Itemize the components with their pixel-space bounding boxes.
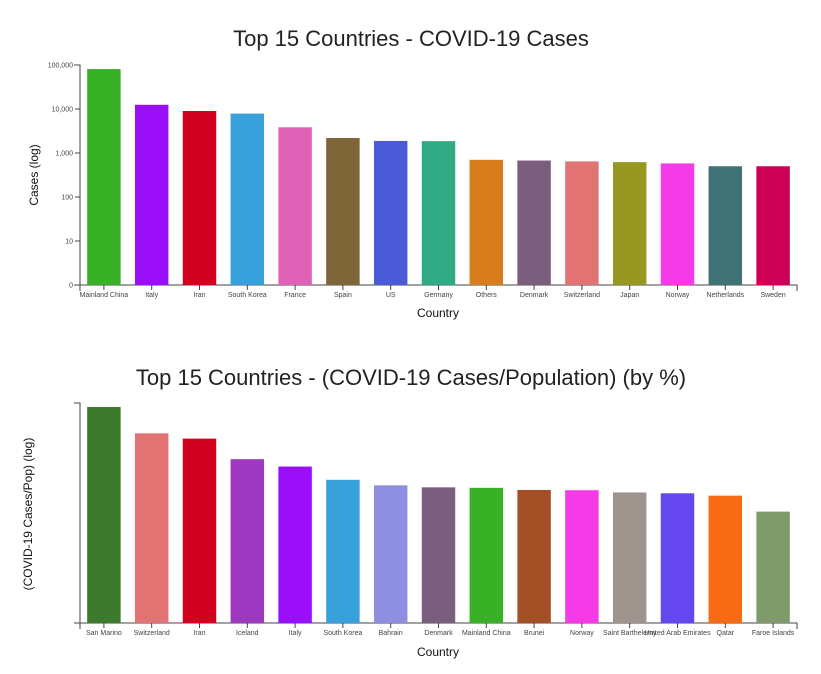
chart2-x-tick-label-switzerland: Switzerland: [134, 630, 170, 637]
chart2-bar-saint-barthelemy: [612, 492, 647, 623]
chart2-x-tick-label-italy: Italy: [289, 630, 302, 637]
chart1-bar-france: [278, 127, 312, 285]
chart1-x-axis-label: Country: [417, 306, 459, 320]
chart1-x-tick-label-others: Others: [476, 292, 498, 299]
chart1-x-axis: Mainland China Italy Iran South Korea France…: [79, 284, 798, 299]
chart-cases-per-population: Top 15 Countries - (COVID-19 Cases/Popul…: [21, 365, 798, 659]
chart1-y-tick-label: 100,000: [48, 63, 73, 70]
chart1-bar-switzerland: [565, 161, 599, 285]
chart2-bar-denmark: [421, 487, 456, 623]
chart1-bar-us: [373, 140, 408, 285]
chart1-bar-netherlands: [708, 166, 743, 285]
chart1-x-tick-label-spain: Spain: [334, 292, 352, 299]
chart1-y-tick-label: 10: [65, 239, 73, 246]
chart1-bar-south-korea: [230, 113, 265, 285]
chart2-bar-brunei: [517, 489, 551, 623]
chart1-y-axis-label: Cases (log): [27, 144, 41, 205]
chart2-x-tick-label-south-korea: South Korea: [323, 630, 362, 637]
chart1-x-tick-label-us: US: [386, 292, 396, 299]
chart1-bar-japan: [612, 162, 647, 285]
chart1-y-axis: 0 10 100 1,000 10,000 100,000: [48, 63, 81, 290]
chart2-x-axis-label: Country: [417, 645, 459, 659]
chart2-bar-iceland: [230, 459, 265, 623]
chart2-y-axis: [74, 402, 81, 624]
chart2-x-tick-label-mainland-china: Mainland China: [462, 630, 511, 637]
chart1-bars: [87, 69, 790, 285]
chart2-x-tick-label-bahrain: Bahrain: [379, 630, 403, 637]
chart1-y-tick-label: 10,000: [52, 107, 74, 114]
chart1-bar-others: [469, 159, 504, 285]
chart2-bar-south-korea: [326, 479, 360, 623]
chart1-bar-italy: [134, 104, 169, 285]
chart2-x-tick-label-norway: Norway: [570, 630, 594, 637]
chart1-y-axis-line: [74, 64, 81, 286]
chart1-x-tick-label-netherlands: Netherlands: [706, 292, 744, 299]
chart2-x-tick-label-iran: Iran: [193, 630, 205, 637]
chart1-x-tick-label-switzerland: Switzerland: [564, 292, 600, 299]
chart2-title: Top 15 Countries - (COVID-19 Cases/Popul…: [136, 365, 686, 390]
chart2-bar-faroe-islands: [756, 511, 790, 623]
chart1-bar-spain: [326, 138, 360, 285]
chart1-x-tick-label-norway: Norway: [666, 292, 690, 299]
chart1-x-tick-label-mainland-china: Mainland China: [80, 292, 129, 299]
chart1-bar-sweden: [756, 166, 790, 285]
chart2-bar-norway: [565, 490, 599, 623]
chart1-y-tick-label: 0: [69, 283, 73, 290]
chart1-x-tick-label-sweden: Sweden: [760, 292, 785, 299]
chart2-bars: [87, 407, 790, 623]
chart2-bar-mainland-china: [469, 487, 504, 623]
chart1-bar-mainland-china: [87, 69, 121, 285]
chart2-x-tick-label-faroe-islands: Faroe Islands: [752, 630, 795, 637]
chart2-bar-iran: [182, 438, 217, 623]
chart1-x-tick-label-iran: Iran: [193, 292, 205, 299]
chart1-x-tick-label-germany: Germany: [424, 292, 453, 299]
chart-top-cases: Top 15 Countries - COVID-19 Cases Cases …: [27, 26, 798, 320]
chart1-x-tick-label-italy: Italy: [145, 292, 158, 299]
chart1-y-tick-label: 100: [61, 195, 73, 202]
chart1-y-tick-label: 1,000: [55, 151, 73, 158]
chart2-x-tick-label-iceland: Iceland: [236, 630, 259, 637]
chart1-x-tick-label-south-korea: South Korea: [228, 292, 267, 299]
chart2-x-tick-label-saint-barthelemy: Saint Barthelemy: [603, 630, 657, 637]
chart2-x-tick-label-san-marino: San Marino: [86, 630, 122, 637]
chart2-x-tick-label-united-arab-emirates: United Arab Emirates: [644, 630, 711, 637]
chart2-x-axis: San Marino Switzerland Iran Iceland Italy Sou…: [79, 622, 798, 637]
chart2-x-tick-label-brunei: Brunei: [524, 630, 545, 637]
chart2-bar-san-marino: [87, 407, 121, 623]
chart2-bar-qatar: [708, 495, 743, 623]
chart2-y-axis-line: [74, 402, 81, 624]
chart2-bar-italy: [278, 466, 312, 623]
chart1-x-tick-label-denmark: Denmark: [520, 292, 549, 299]
chart1-bar-norway: [660, 163, 695, 285]
chart1-x-tick-label-japan: Japan: [620, 292, 639, 299]
chart2-bar-bahrain: [373, 485, 408, 623]
chart2-bar-switzerland: [134, 433, 169, 623]
chart2-x-tick-label-denmark: Denmark: [424, 630, 453, 637]
chart1-bar-germany: [421, 141, 456, 285]
chart1-bar-denmark: [517, 160, 551, 285]
chart1-title: Top 15 Countries - COVID-19 Cases: [233, 26, 589, 51]
chart2-x-tick-label-qatar: Qatar: [717, 630, 735, 637]
chart1-bar-iran: [182, 111, 217, 285]
chart2-y-axis-label: (COVID-19 Cases/Pop) (log): [21, 438, 35, 591]
chart2-bar-united-arab-emirates: [660, 493, 695, 623]
chart1-x-tick-label-france: France: [284, 292, 306, 299]
